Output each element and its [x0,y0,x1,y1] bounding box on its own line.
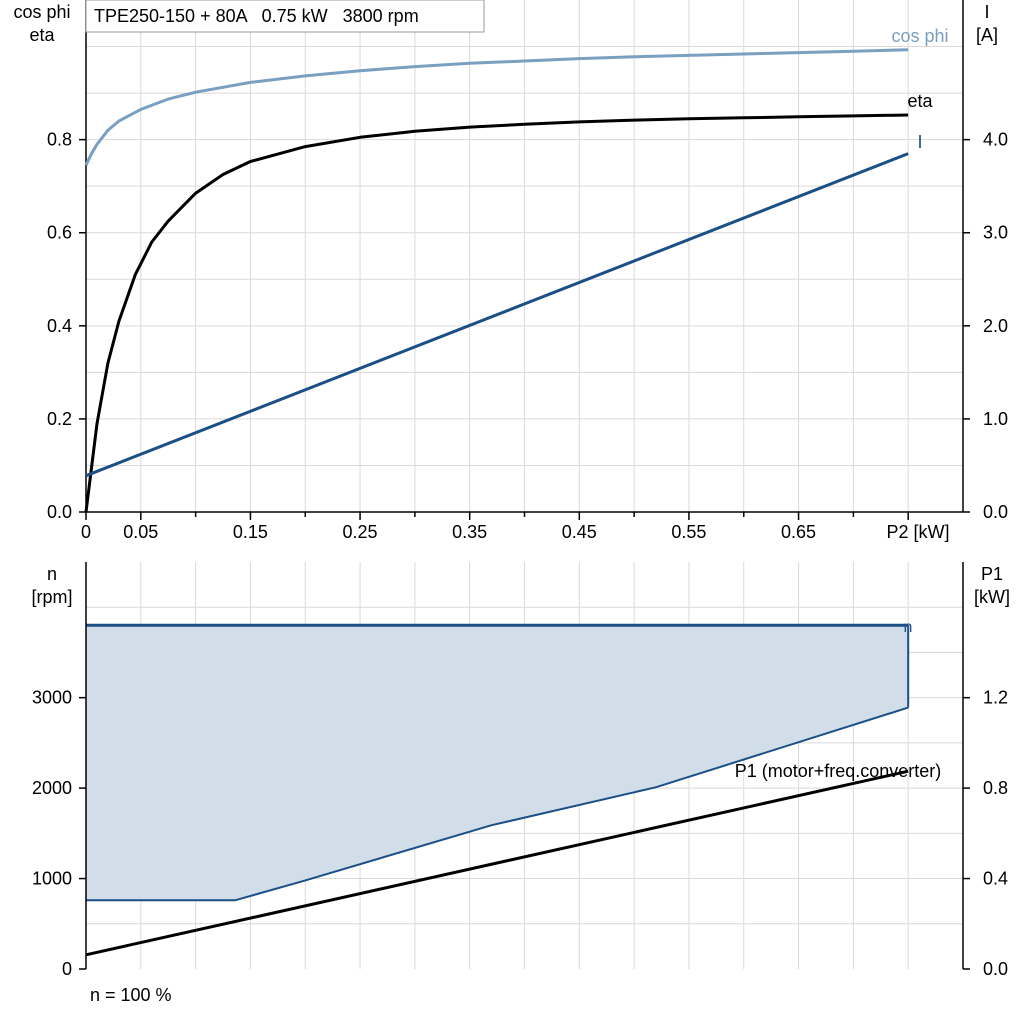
top-left-axis-label-line1: cos phi [13,2,70,22]
chart-title: TPE250-150 + 80A 0.75 kW 3800 rpm [94,6,419,26]
top-left-axis-label-line2: eta [29,25,55,45]
bottom-left-axis-label-line1: n [47,564,57,584]
bottom-right-tick-label: 1.2 [983,688,1008,708]
top-left-tick-label: 0.2 [47,409,72,429]
bottom-series [85,623,910,957]
eta-curve [84,113,909,513]
bottom-axes [85,562,964,969]
speed-footnote: n = 100 % [90,985,172,1005]
cos-phi-curve [84,48,909,166]
top-left-tick-label: 0.8 [47,130,72,150]
eta-series-label: eta [907,91,933,111]
bottom-left-tick-label: 2000 [32,778,72,798]
top-right-tick-label: 4.0 [983,130,1008,150]
speed-series-label: n [904,619,913,636]
top-x-tick-label: 0.25 [343,522,378,542]
cos-phi-series-label: cos phi [891,26,948,46]
p1-series-label: P1 (motor+freq.converter) [735,761,942,781]
bottom-right-axis-label-line1: P1 [981,564,1003,584]
top-x-tick-label: 0 [81,522,91,542]
top-grid [86,0,963,512]
top-left-tick-label: 0.6 [47,223,72,243]
top-title-box: TPE250-150 + 80A 0.75 kW 3800 rpm [85,0,485,33]
top-right-tick-label: 2.0 [983,316,1008,336]
p1-curve [85,769,909,957]
top-x-tick-label: 0.65 [781,522,816,542]
bottom-right-tick-label: 0.8 [983,778,1008,798]
top-chart: 0 0.05 0.15 0.25 0.35 0.45 0.55 0.65 0.0 0.2 0.4 0.… [13,0,1008,542]
bottom-right-tick-label: 0.0 [983,959,1008,979]
bottom-right-axis-label-line2: [kW] [974,587,1010,607]
bottom-ticks: 0 1000 2000 3000 0.0 0.4 0.8 1.2 [32,688,1008,979]
bottom-chart: 0 1000 2000 3000 0.0 0.4 0.8 1.2 n [rpm] P1 [kW… [31,562,1010,1005]
speed-range-area [86,625,909,901]
bottom-right-tick-label: 0.4 [983,869,1008,889]
top-ticks: 0 0.05 0.15 0.25 0.35 0.45 0.55 0.65 0.0 0.2 0.4 0.… [47,130,1008,542]
speed-min-curve [86,706,909,902]
current-series-label: I [917,132,922,152]
current-curve [85,152,909,478]
bottom-left-tick-label: 1000 [32,869,72,889]
top-left-tick-label: 0.0 [47,502,72,522]
top-left-tick-label: 0.4 [47,316,72,336]
top-x-tick-label: 0.05 [123,522,158,542]
bottom-left-tick-label: 0 [62,959,72,979]
top-x-tick-label: 0.15 [233,522,268,542]
top-x-tick-label: 0.35 [452,522,487,542]
top-x-tick-label: 0.55 [671,522,706,542]
top-series [84,48,909,513]
top-right-tick-label: 0.0 [983,502,1008,522]
top-right-axis-label-line2: [A] [976,25,998,45]
top-right-tick-label: 3.0 [983,223,1008,243]
bottom-left-axis-label-line2: [rpm] [31,587,72,607]
top-right-tick-label: 1.0 [983,409,1008,429]
top-x-axis-label: P2 [kW] [886,522,949,542]
top-right-axis-label-line1: I [984,2,989,22]
top-x-tick-label: 0.45 [562,522,597,542]
bottom-left-tick-label: 3000 [32,688,72,708]
